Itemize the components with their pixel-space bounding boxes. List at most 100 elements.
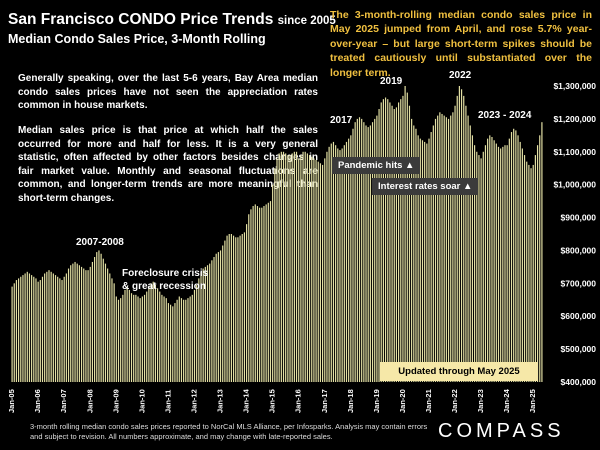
- chart-bar: [252, 206, 254, 382]
- chart-bar: [204, 266, 206, 382]
- chart-annotation: & great recession: [122, 281, 206, 292]
- pandemic-badge: Pandemic hits ▲: [332, 157, 421, 174]
- chart-bar: [491, 136, 493, 382]
- chart-bar: [215, 253, 217, 382]
- chart-title: San Francisco CONDO Price Trends since 2…: [8, 11, 336, 28]
- chart-bar: [467, 115, 469, 382]
- chart-bar: [517, 135, 519, 382]
- chart-bar: [278, 153, 280, 382]
- chart-bar: [447, 118, 450, 382]
- chart-bar: [87, 270, 89, 382]
- chart-annotation: 2017: [330, 115, 353, 126]
- x-tick-label: Jan-17: [320, 389, 329, 413]
- chart-bar: [148, 286, 150, 382]
- chart-bar: [198, 278, 200, 382]
- chart-bar: [471, 135, 474, 382]
- y-tick-label: $700,000: [561, 278, 597, 288]
- chart-bar: [172, 306, 174, 382]
- chart-bar: [11, 286, 13, 382]
- chart-bar: [456, 95, 458, 383]
- chart-bar: [417, 135, 419, 382]
- chart-bar: [202, 268, 204, 382]
- chart-bar: [130, 293, 133, 382]
- x-tick-label: Jan-09: [111, 389, 120, 413]
- chart-bar: [454, 105, 456, 382]
- note-appreciation: Generally speaking, over the last 5-6 ye…: [18, 73, 318, 112]
- chart-bar: [376, 115, 378, 382]
- chart-bar: [265, 204, 267, 382]
- chart-bar: [306, 153, 308, 382]
- chart-bar: [315, 160, 317, 382]
- chart-annotation: 2022: [449, 70, 472, 81]
- source-footnote: 3-month rolling median condo sales price…: [30, 422, 428, 441]
- chart-bar: [24, 273, 26, 382]
- chart-bar: [289, 155, 291, 382]
- chart-bar: [319, 163, 322, 382]
- chart-bar: [350, 135, 352, 382]
- chart-bar: [163, 296, 165, 382]
- y-tick-label: $900,000: [561, 213, 597, 223]
- chart-bar: [402, 95, 404, 383]
- chart-bar: [458, 86, 460, 382]
- chart-bar: [37, 281, 39, 382]
- chart-annotation: 2023 - 2024: [478, 110, 532, 121]
- chart-bar: [263, 206, 265, 382]
- chart-bar: [15, 280, 18, 382]
- x-tick-label: Jan-05: [7, 389, 16, 413]
- updated-badge: Updated through May 2025: [380, 362, 538, 381]
- chart-bar: [497, 146, 500, 382]
- x-tick-label: Jan-16: [294, 389, 303, 413]
- chart-bar: [102, 258, 104, 382]
- x-tick-label: Jan-25: [528, 389, 537, 413]
- chart-bar: [139, 298, 141, 382]
- chart-bar: [295, 151, 298, 382]
- chart-bar: [398, 102, 400, 382]
- chart-bar: [20, 276, 22, 382]
- headline-text: The 3-month-rolling median condo sales p…: [330, 9, 592, 79]
- chart-bar: [502, 146, 504, 382]
- chart-bar: [18, 278, 20, 382]
- chart-bar: [478, 155, 480, 382]
- chart-bar: [322, 164, 324, 382]
- chart-bar: [523, 155, 526, 382]
- chart-bar: [495, 143, 497, 382]
- chart-bar: [159, 291, 161, 382]
- chart-bar: [356, 118, 358, 382]
- chart-bar: [445, 117, 447, 383]
- chart-bar: [115, 296, 117, 382]
- chart-bar: [384, 97, 387, 382]
- x-tick-label: Jan-11: [163, 390, 172, 413]
- chart-bar: [200, 271, 202, 382]
- chart-bar: [52, 273, 54, 382]
- chart-bar: [326, 151, 328, 382]
- chart-bar: [400, 99, 402, 382]
- chart-bar: [235, 237, 237, 382]
- chart-bar: [117, 299, 120, 382]
- chart-bar: [521, 148, 523, 382]
- chart-bar: [70, 265, 72, 382]
- chart-bar: [541, 122, 543, 383]
- chart-bar: [35, 278, 37, 382]
- chart-bar: [311, 156, 313, 382]
- chart-bar: [232, 235, 235, 382]
- chart-bar: [256, 206, 259, 382]
- chart-bar: [426, 143, 428, 382]
- chart-bar: [250, 209, 252, 382]
- chart-bar: [274, 168, 276, 382]
- chart-bar: [65, 273, 67, 382]
- note-median-definition: Median sales price is that price at whic…: [18, 125, 318, 204]
- chart-bar: [22, 275, 24, 382]
- chart-bar: [228, 234, 230, 382]
- chart-bar: [391, 105, 393, 382]
- chart-bar: [246, 224, 248, 382]
- chart-bar: [434, 118, 437, 382]
- chart-bar: [345, 141, 348, 382]
- chart-bar: [98, 250, 100, 382]
- chart-bar: [143, 294, 146, 382]
- chart-bar: [378, 109, 380, 383]
- chart-bar: [176, 299, 178, 382]
- chart-title-suffix: since 2005: [277, 15, 336, 27]
- chart-bar: [239, 235, 241, 382]
- chart-bar: [437, 115, 439, 382]
- chart-bar: [469, 125, 471, 382]
